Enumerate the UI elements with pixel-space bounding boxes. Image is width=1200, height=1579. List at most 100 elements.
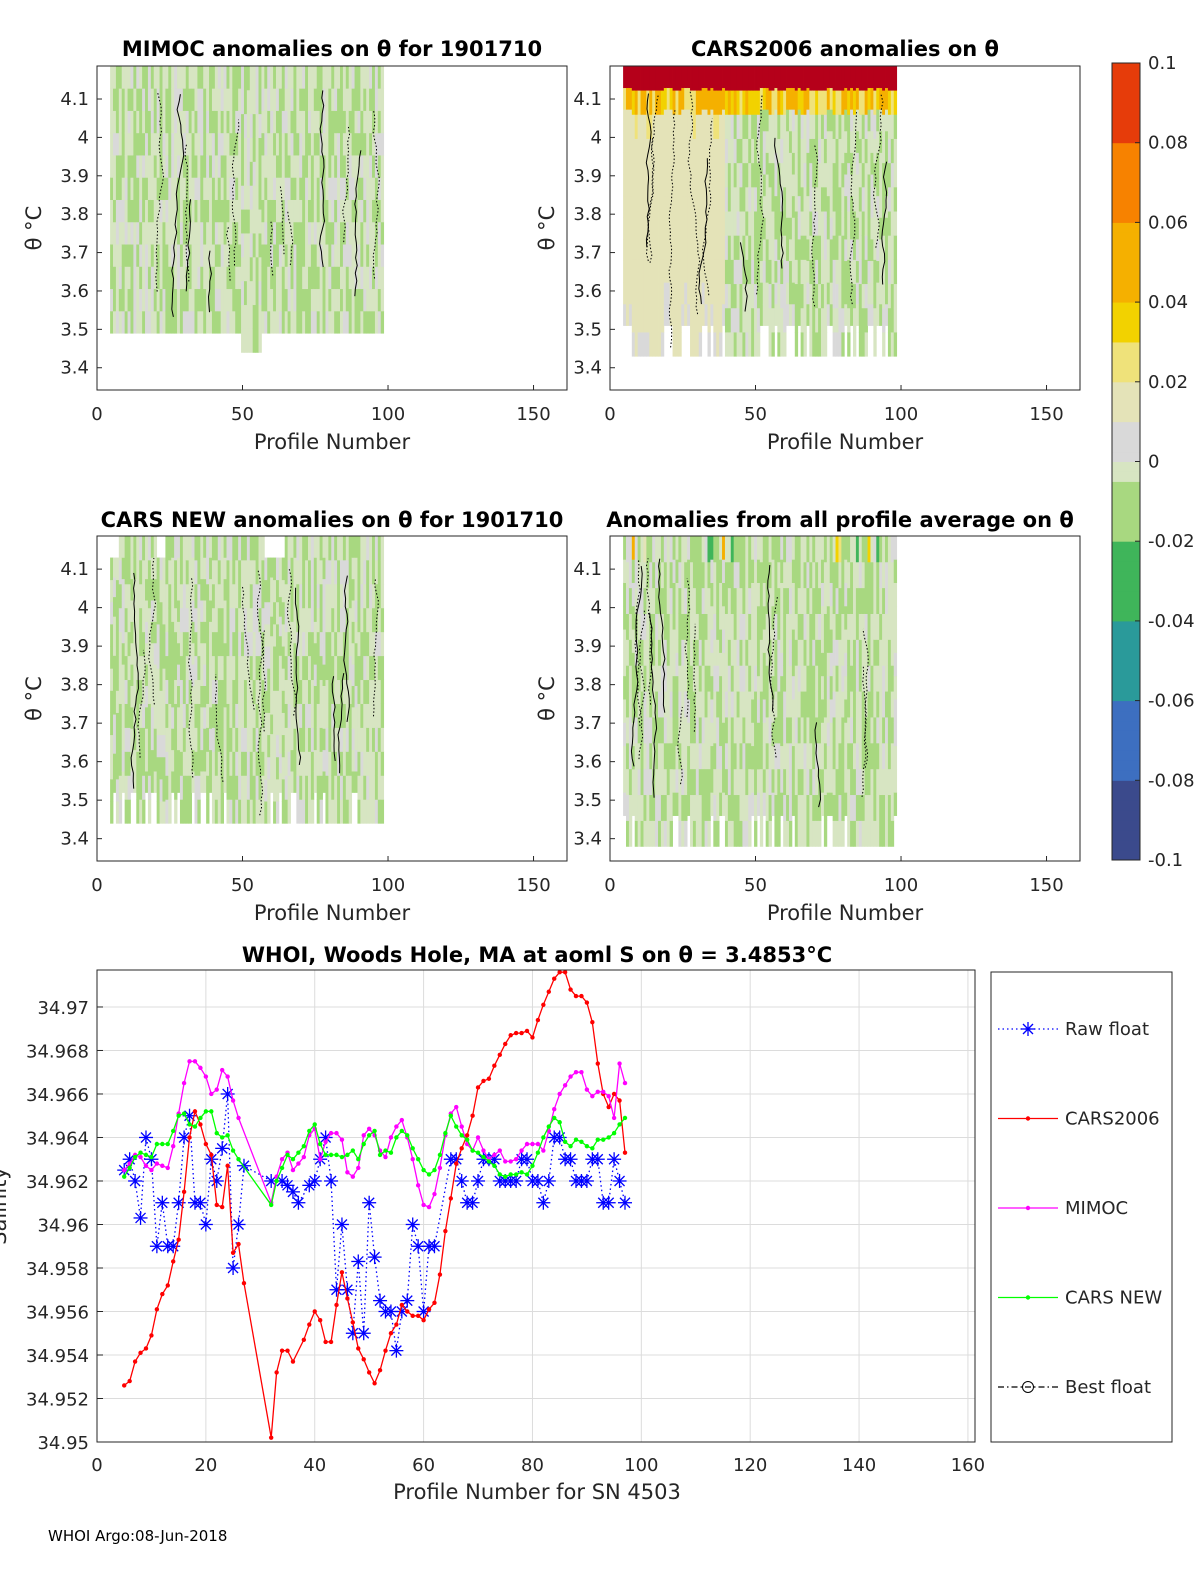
heatmap-cell bbox=[722, 769, 725, 793]
heatmap-column bbox=[139, 66, 142, 334]
heatmap-cell bbox=[847, 66, 850, 91]
heatmap-column bbox=[285, 66, 288, 334]
heatmap-cell bbox=[160, 757, 163, 780]
heatmap-cell bbox=[366, 88, 369, 111]
heatmap-cell bbox=[777, 139, 780, 164]
heatmap-cell bbox=[728, 235, 731, 260]
x-tick-label: 150 bbox=[516, 875, 550, 896]
heatmap-column bbox=[804, 66, 807, 357]
heatmap-cell bbox=[655, 665, 658, 691]
heatmap-cell bbox=[760, 665, 763, 691]
heatmap-cell bbox=[769, 235, 772, 260]
heatmap-column bbox=[795, 66, 798, 357]
heatmap-cell bbox=[165, 244, 168, 267]
heatmap-cell bbox=[836, 308, 839, 333]
heatmap-cell bbox=[804, 717, 807, 743]
heatmap-column bbox=[696, 536, 699, 847]
heatmap-cell bbox=[305, 632, 308, 656]
heatmap-cell bbox=[110, 668, 113, 691]
heatmap-cell bbox=[795, 235, 798, 260]
heatmap-cell bbox=[186, 632, 189, 656]
heatmap-cell bbox=[789, 282, 792, 304]
heatmap-cell bbox=[139, 608, 142, 632]
heatmap-cell bbox=[360, 88, 363, 111]
heatmap-cell bbox=[154, 771, 157, 793]
heatmap-cell bbox=[678, 332, 681, 357]
heatmap-cell bbox=[760, 304, 763, 326]
heatmap-cell bbox=[343, 775, 346, 799]
heatmap-cell bbox=[853, 691, 856, 717]
heatmap-cell bbox=[192, 728, 195, 750]
heatmap-cell bbox=[702, 196, 705, 218]
heatmap-cell bbox=[766, 153, 769, 175]
heatmap-cell bbox=[194, 560, 197, 584]
heatmap-cell bbox=[882, 795, 885, 821]
heatmap-cell bbox=[215, 799, 218, 823]
heatmap-cell bbox=[110, 580, 113, 603]
heatmap-cell bbox=[641, 187, 644, 212]
heatmap-cell bbox=[740, 66, 743, 91]
heatmap-cell bbox=[288, 266, 291, 289]
heatmap-cell bbox=[142, 799, 145, 823]
heatmap-column bbox=[232, 66, 235, 334]
heatmap-cell bbox=[363, 632, 366, 656]
heatmap-cell bbox=[357, 728, 360, 752]
heatmap-cell bbox=[737, 235, 740, 260]
heatmap-cell bbox=[232, 88, 235, 111]
heatmap-cell bbox=[314, 664, 317, 686]
heatmap-cell bbox=[288, 704, 291, 728]
heatmap-cell bbox=[221, 536, 224, 560]
heatmap-cell bbox=[302, 775, 305, 799]
heatmap-cell bbox=[299, 632, 302, 656]
heatmap-cell bbox=[707, 821, 710, 847]
heatmap-cell bbox=[783, 163, 786, 188]
heatmap-cell bbox=[116, 289, 119, 312]
heatmap-cell bbox=[702, 614, 705, 640]
heatmap-cell bbox=[780, 90, 783, 115]
heatmap-cell bbox=[311, 560, 314, 584]
heatmap-cell bbox=[349, 656, 352, 680]
heatmap-cell bbox=[850, 614, 853, 640]
heatmap-column bbox=[748, 66, 751, 357]
heatmap-cell bbox=[876, 614, 879, 640]
heatmap-cell bbox=[690, 139, 693, 164]
heatmap-column bbox=[229, 66, 232, 334]
heatmap-cell bbox=[629, 88, 632, 110]
heatmap-cell bbox=[673, 746, 676, 770]
heatmap-cell bbox=[229, 584, 232, 608]
heatmap-cell bbox=[783, 284, 786, 309]
heatmap-cell bbox=[632, 114, 635, 139]
heatmap-cell bbox=[136, 222, 139, 245]
heatmap-cell bbox=[888, 235, 891, 260]
heatmap-cell bbox=[798, 261, 801, 283]
heatmap-cell bbox=[349, 88, 352, 111]
heatmap-cell bbox=[244, 584, 247, 608]
heatmap-cell bbox=[868, 691, 871, 717]
heatmap-cell bbox=[792, 792, 795, 816]
heatmap-cell bbox=[766, 196, 769, 218]
heatmap-cell bbox=[302, 311, 305, 334]
heatmap-cell bbox=[203, 707, 206, 729]
heatmap-cell bbox=[320, 155, 323, 178]
heatmap-cell bbox=[865, 114, 868, 139]
heatmap-column bbox=[317, 536, 320, 824]
heatmap-cell bbox=[757, 769, 760, 793]
heatmap-cell bbox=[227, 775, 230, 799]
heatmap-cell bbox=[160, 735, 163, 758]
heatmap-cell bbox=[378, 133, 381, 156]
heatmap-cell bbox=[661, 308, 664, 333]
heatmap-cell bbox=[229, 632, 232, 656]
heatmap-cell bbox=[369, 536, 372, 560]
heatmap-cell bbox=[673, 66, 676, 91]
heatmap-cell bbox=[165, 680, 168, 704]
heatmap-cell bbox=[812, 743, 815, 769]
heatmap-cell bbox=[821, 211, 824, 236]
heatmap-cell bbox=[769, 211, 772, 236]
heatmap-cell bbox=[227, 799, 230, 823]
heatmap-cell bbox=[206, 704, 209, 728]
heatmap-cell bbox=[821, 699, 824, 723]
heatmap-cell bbox=[804, 211, 807, 236]
heatmap-cell bbox=[740, 139, 743, 164]
heatmap-column bbox=[314, 536, 317, 793]
heatmap-cell bbox=[658, 66, 661, 91]
